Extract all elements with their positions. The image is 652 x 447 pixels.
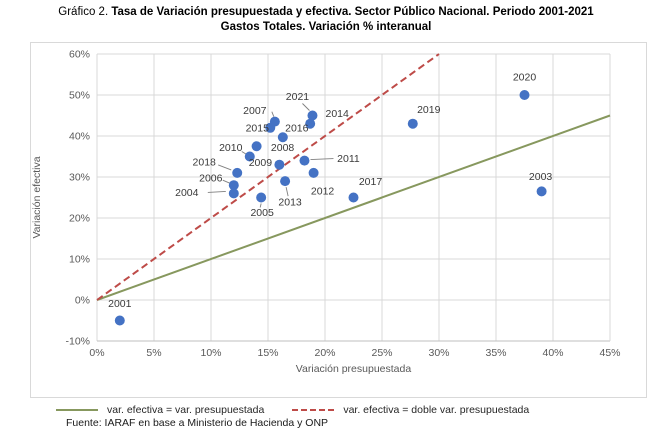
data-point-2009 [274, 159, 285, 170]
leader-line-2011 [310, 158, 334, 161]
legend-label-double: var. efectiva = doble var. presupuestada [343, 404, 530, 416]
data-label-2011: 2011 [337, 153, 360, 165]
source-note: Fuente: IARAF en base a Ministerio de Ha… [66, 417, 329, 429]
data-point-2011 [299, 155, 310, 166]
data-point-2006 [228, 180, 239, 191]
data-point-2016 [277, 132, 288, 143]
legend-label-identity: var. efectiva = var. presupuestada [107, 404, 265, 416]
leader-line-2007 [271, 111, 275, 117]
y-tick-label: 20% [69, 213, 90, 225]
legend-item-identity: var. efectiva = var. presupuestada [56, 404, 264, 416]
x-tick-label: 25% [371, 347, 392, 359]
leader-line-2004 [207, 190, 226, 193]
x-tick-label: 10% [200, 347, 221, 359]
x-tick-label: 0% [89, 347, 104, 359]
data-label-2014: 2014 [326, 108, 350, 120]
data-point-2014 [305, 118, 316, 129]
data-label-2007: 2007 [243, 105, 267, 117]
chart-title-prefix: Gráfico 2. [58, 6, 112, 18]
x-tick-label: 40% [542, 347, 563, 359]
y-tick-label: 10% [69, 254, 90, 266]
y-tick-label: -10% [65, 336, 90, 348]
leader-line-2005 [259, 203, 262, 208]
data-point-2003 [536, 186, 547, 197]
data-point-2012 [308, 167, 319, 178]
y-tick-label: 0% [75, 295, 90, 307]
chart-title-main: Tasa de Variación presupuestada y efecti… [111, 6, 594, 18]
data-point-2005 [256, 192, 267, 203]
data-point-2015 [265, 122, 276, 133]
data-label-2015: 2015 [246, 122, 270, 134]
x-tick-label: 15% [257, 347, 278, 359]
data-point-2001 [114, 315, 125, 326]
chart-title: Gráfico 2. Tasa de Variación presupuesta… [0, 5, 652, 35]
x-tick-label: 45% [599, 347, 620, 359]
x-tick-label: 30% [428, 347, 449, 359]
data-label-2012: 2012 [311, 185, 335, 197]
chart-title-line1: Gráfico 2. Tasa de Variación presupuesta… [0, 5, 652, 20]
data-point-2020 [519, 90, 530, 100]
data-label-2008: 2008 [271, 142, 295, 154]
chart-legend: var. efectiva = var. presupuestada var. … [56, 403, 652, 417]
data-point-2019 [407, 118, 418, 129]
data-label-2020: 2020 [513, 72, 537, 84]
data-point-2010 [244, 151, 255, 162]
ref-line-identity [96, 114, 611, 301]
data-point-2021 [307, 110, 318, 121]
data-label-2021: 2021 [286, 91, 310, 103]
data-point-2004 [228, 188, 239, 199]
x-tick-label: 20% [314, 347, 335, 359]
legend-line-dashed-icon [292, 409, 335, 411]
y-axis-title: Variación efectiva [31, 156, 43, 238]
data-label-2018: 2018 [193, 156, 217, 168]
data-label-2004: 2004 [175, 187, 199, 199]
data-label-2001: 2001 [108, 298, 132, 310]
leader-line-2018 [218, 164, 232, 171]
data-label-2019: 2019 [417, 104, 441, 116]
data-label-2006: 2006 [199, 173, 223, 185]
chart-title-line2: Gastos Totales. Variación % interanual [220, 21, 432, 33]
y-tick-label: 60% [69, 49, 90, 61]
y-tick-label: 50% [69, 90, 90, 102]
legend-line-solid-icon [56, 409, 98, 411]
data-label-2017: 2017 [359, 176, 383, 188]
y-tick-label: 30% [69, 172, 90, 184]
data-point-2018 [232, 167, 243, 178]
ref-line-double [96, 53, 440, 301]
legend-item-double: var. efectiva = doble var. presupuestada [292, 404, 529, 416]
data-label-2013: 2013 [278, 197, 302, 209]
data-label-2009: 2009 [249, 157, 273, 169]
x-tick-label: 35% [485, 347, 506, 359]
y-tick-label: 40% [69, 131, 90, 143]
data-label-2016: 2016 [285, 123, 309, 135]
leader-line-2013 [285, 187, 289, 197]
leader-line-2021 [302, 103, 310, 111]
chart-canvas [30, 42, 647, 398]
data-label-2010: 2010 [219, 142, 243, 154]
data-point-2017 [348, 192, 359, 203]
data-point-2008 [251, 141, 262, 152]
data-label-2003: 2003 [529, 171, 553, 183]
x-axis-title: Variación presupuestada [296, 363, 412, 375]
data-label-2005: 2005 [250, 207, 274, 219]
data-point-2013 [280, 176, 291, 187]
leader-line-2006 [222, 179, 230, 184]
x-tick-label: 5% [146, 347, 161, 359]
